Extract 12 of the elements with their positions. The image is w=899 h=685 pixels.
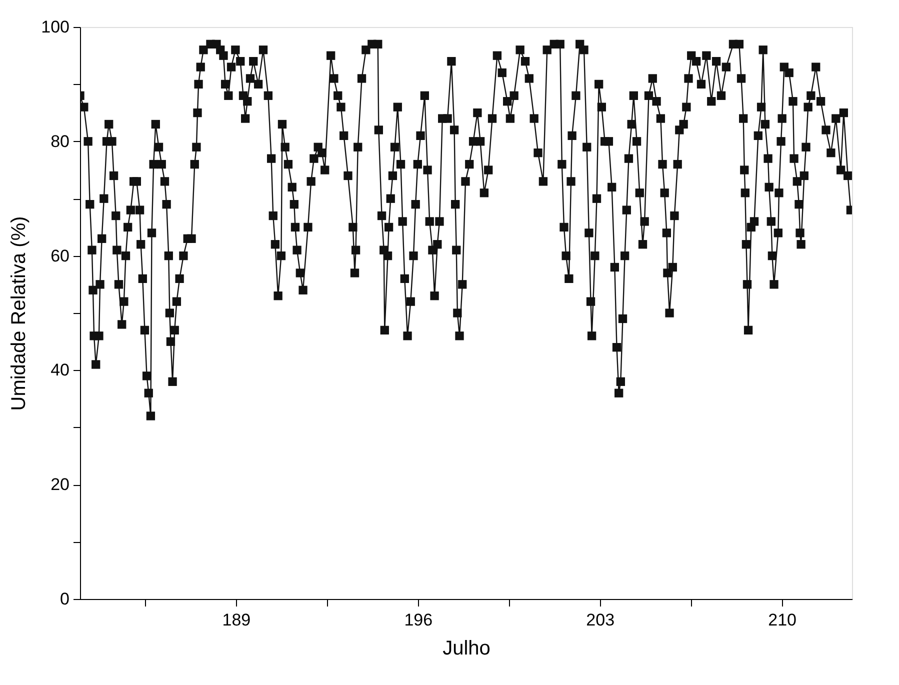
y-tick-label: 60 [50, 246, 70, 266]
y-axis-title: Umidade Relativa (%) [8, 216, 30, 411]
x-tick-label: 196 [404, 610, 433, 630]
x-tick-label: 210 [768, 610, 797, 630]
y-tick-label: 80 [50, 132, 70, 151]
x-axis-title: Julho [442, 638, 490, 660]
x-tick-label: 203 [586, 610, 615, 630]
y-tick-label: 0 [60, 590, 70, 608]
y-tick-label: 20 [50, 475, 70, 494]
y-tick-label: 40 [50, 360, 70, 380]
x-tick-label: 189 [222, 610, 251, 630]
y-tick-label: 100 [41, 18, 70, 36]
